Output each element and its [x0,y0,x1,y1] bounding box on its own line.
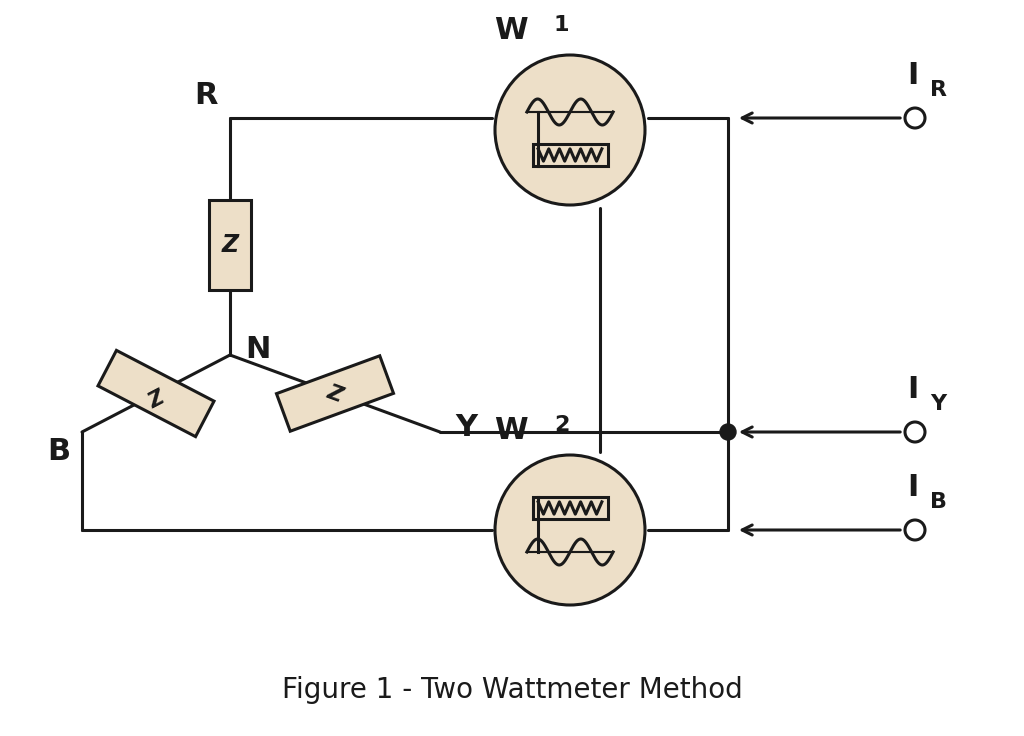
Text: Z: Z [221,233,239,257]
Text: Y: Y [930,394,946,414]
Bar [532,144,607,166]
Text: Z: Z [325,381,345,406]
Circle shape [495,55,645,205]
Circle shape [905,108,925,128]
Text: N: N [245,336,270,364]
Polygon shape [98,350,214,436]
Polygon shape [276,355,393,431]
Text: B: B [930,492,947,512]
Bar [209,200,251,290]
Bar [532,497,607,519]
Text: 2: 2 [554,415,569,435]
Text: I: I [907,375,919,404]
Text: B: B [47,437,70,466]
Circle shape [905,520,925,540]
Text: W: W [495,16,528,45]
Text: Y: Y [455,412,477,442]
Text: Figure 1 - Two Wattmeter Method: Figure 1 - Two Wattmeter Method [282,676,742,704]
Text: I: I [907,61,919,90]
Text: I: I [907,473,919,502]
Text: W: W [495,416,528,445]
Circle shape [720,424,736,440]
Text: R: R [195,81,218,110]
Circle shape [905,422,925,442]
Circle shape [495,455,645,605]
Text: 1: 1 [554,15,569,35]
Text: R: R [930,80,947,100]
Text: Z: Z [144,381,167,406]
